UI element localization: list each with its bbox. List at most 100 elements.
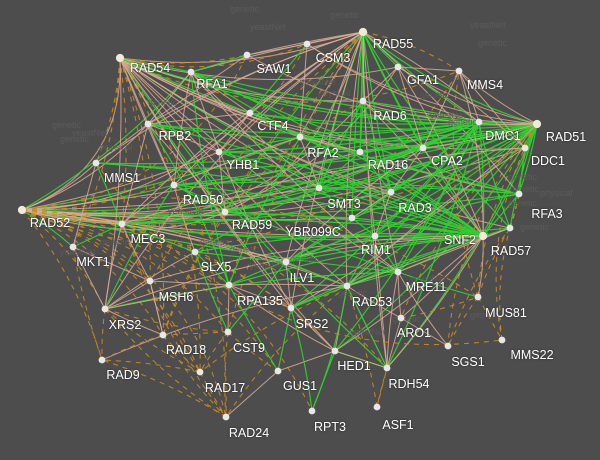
edge-physical[interactable] [362, 31, 511, 229]
edge-yeastNet[interactable] [362, 100, 538, 125]
edge-physical[interactable] [194, 251, 287, 263]
node-cst9[interactable] [224, 328, 232, 336]
edge-yeastNet[interactable] [374, 235, 388, 369]
edge-yeastNet[interactable] [397, 66, 460, 72]
edge-physical[interactable] [173, 184, 484, 237]
node-label-rad54[interactable]: RAD54 [129, 61, 171, 75]
node-label-smt3[interactable]: SMT3 [327, 197, 361, 211]
node-label-slx5[interactable]: SLX5 [200, 260, 232, 274]
edge-yeastNet[interactable] [21, 162, 97, 211]
edge-physical[interactable] [218, 121, 480, 153]
edge-yeastNet[interactable] [147, 71, 192, 125]
edge-yeastNet[interactable] [147, 112, 251, 125]
edge-physical[interactable] [518, 147, 526, 195]
edge-physical[interactable] [173, 184, 226, 213]
node-saw1[interactable] [243, 51, 251, 59]
edge-genetic[interactable] [199, 331, 229, 373]
edge-physical[interactable] [104, 271, 399, 310]
node-rad17[interactable] [196, 368, 204, 376]
edge-genetic[interactable] [400, 123, 538, 319]
edge-yeastNet[interactable] [119, 57, 348, 287]
node-label-rpt3[interactable]: RPT3 [314, 420, 346, 434]
edge-physical[interactable] [190, 54, 248, 73]
node-rad18[interactable] [159, 331, 167, 339]
node-label-rim1[interactable]: RIM1 [361, 243, 391, 257]
edge-yeastNet[interactable] [334, 350, 388, 369]
node-rad3[interactable] [387, 188, 395, 196]
edge-yeastNet[interactable] [458, 70, 526, 149]
edge-physical[interactable] [249, 43, 308, 114]
edge-physical[interactable] [478, 121, 511, 229]
edge-physical[interactable] [249, 112, 301, 138]
edge-physical[interactable] [228, 284, 279, 372]
node-ilv1[interactable] [282, 258, 290, 266]
node-label-saw1[interactable]: SAW1 [256, 62, 292, 76]
edge-yeastNet[interactable] [72, 246, 151, 282]
edge-yeastNet[interactable] [95, 123, 149, 164]
edge-genetic[interactable] [121, 223, 201, 373]
edge-physical[interactable] [518, 123, 538, 195]
edge-physical[interactable] [218, 136, 301, 153]
node-label-rpb2[interactable]: RPB2 [158, 129, 192, 143]
edge-physical[interactable] [173, 181, 520, 195]
node-mms1[interactable] [92, 159, 100, 167]
edge-yeastNet[interactable] [119, 57, 149, 125]
edge-yeastNet[interactable] [119, 57, 364, 102]
edge-yeastNet[interactable] [121, 223, 151, 282]
node-sgs1[interactable] [444, 342, 452, 350]
edge-physical[interactable] [173, 184, 399, 273]
node-mec3[interactable] [118, 220, 126, 228]
node-ctf4[interactable] [246, 109, 254, 117]
edge-physical[interactable] [285, 261, 348, 287]
edge-physical[interactable] [359, 151, 392, 193]
edge-genetic[interactable] [119, 57, 227, 418]
edge-yeastNet[interactable] [190, 71, 320, 189]
edge-physical[interactable] [173, 121, 480, 186]
edge-yeastNet[interactable] [346, 227, 511, 287]
node-label-csm3[interactable]: CSM3 [315, 51, 351, 65]
edge-yeastNet[interactable] [458, 70, 484, 237]
edge-physical[interactable] [227, 261, 287, 333]
edge-genetic[interactable] [362, 31, 460, 72]
edge-genetic[interactable] [101, 308, 106, 361]
node-gus1[interactable] [274, 367, 282, 375]
node-ddc1[interactable] [521, 144, 529, 152]
node-label-ilv1[interactable]: ILV1 [289, 271, 315, 285]
node-label-rad24[interactable]: RAD24 [228, 426, 270, 440]
edge-yeastNet[interactable] [362, 31, 526, 149]
node-label-rad59[interactable]: RAD59 [231, 218, 273, 232]
edge-genetic[interactable] [21, 209, 106, 310]
node-label-rad17[interactable]: RAD17 [204, 381, 246, 395]
node-rad52[interactable] [17, 205, 27, 215]
node-label-rad18[interactable]: RAD18 [165, 343, 207, 357]
node-label-mms22[interactable]: MMS22 [510, 348, 554, 362]
node-rfa1[interactable] [187, 68, 195, 76]
edge-genetic[interactable] [101, 334, 164, 361]
edge-genetic[interactable] [21, 209, 164, 336]
edge-yeastNet[interactable] [299, 136, 320, 189]
edge-physical[interactable] [285, 235, 376, 263]
edge-yeastNet[interactable] [246, 43, 308, 56]
node-label-ddc1[interactable]: DDC1 [530, 154, 566, 168]
edge-yeastNet[interactable] [173, 136, 301, 186]
edge-physical[interactable] [194, 251, 229, 333]
node-ybr099c[interactable] [348, 214, 356, 222]
node-rad24[interactable] [222, 413, 230, 421]
edge-physical[interactable] [119, 57, 251, 114]
edge-yeastNet[interactable] [397, 66, 424, 149]
edge-yeastNet[interactable] [72, 246, 106, 310]
edge-physical[interactable] [351, 123, 538, 219]
edge-physical[interactable] [121, 123, 538, 225]
edge-genetic[interactable] [227, 31, 364, 333]
edge-genetic[interactable] [452, 70, 479, 298]
edge-yeastNet[interactable] [72, 162, 97, 248]
node-rad55[interactable] [358, 27, 368, 37]
edge-yeastNet[interactable] [190, 71, 251, 114]
edge-physical[interactable] [351, 217, 484, 237]
edge-physical[interactable] [390, 191, 484, 237]
edge-yeastNet[interactable] [299, 136, 361, 153]
edge-genetic[interactable] [199, 371, 227, 418]
edge-yeastNet[interactable] [306, 43, 480, 123]
edge-yeastNet[interactable] [119, 57, 220, 153]
edge-genetic[interactable] [225, 285, 348, 418]
